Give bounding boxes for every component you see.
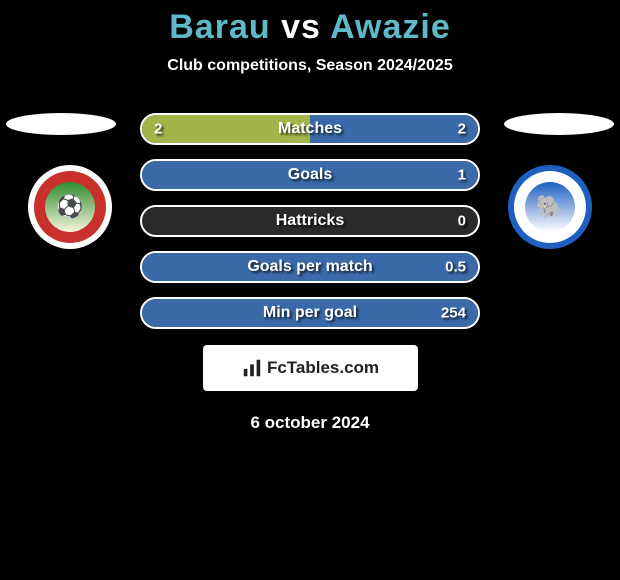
brand-box: FcTables.com <box>203 345 418 391</box>
stat-row: Goals per match0.5 <box>140 251 480 283</box>
stats-area: ⚽ 🐘 Matches2 2 Goals1 Hattricks0 Goals per m… <box>0 113 620 329</box>
stat-label: Hattricks <box>142 212 478 230</box>
stat-row: Matches2 2 <box>140 113 480 145</box>
club-badge-left: ⚽ <box>28 165 112 249</box>
badge-ring-2: ⚽ <box>45 182 96 233</box>
stat-value-right: 254 <box>441 305 466 322</box>
player2-name: Awazie <box>330 8 451 46</box>
club-badge-right: 🐘 <box>508 165 592 249</box>
vs-text: vs <box>281 8 321 46</box>
stat-value-right: 0 <box>458 213 466 230</box>
date-text: 6 october 2024 <box>0 413 620 433</box>
badge-ring-outer: 🐘 <box>508 165 592 249</box>
player2-ellipse <box>504 113 614 135</box>
stat-value-right: 2 <box>458 121 466 138</box>
stat-label: Goals <box>142 166 478 184</box>
badge-ring-1: ⚽ <box>34 171 106 243</box>
stat-row: Goals1 <box>140 159 480 191</box>
stat-value-right: 1 <box>458 167 466 184</box>
stat-row: Min per goal254 <box>140 297 480 329</box>
subtitle: Club competitions, Season 2024/2025 <box>0 57 620 75</box>
stat-value-right: 0.5 <box>445 259 466 276</box>
elephant-icon: 🐘 <box>536 194 563 220</box>
brand-text: FcTables.com <box>267 358 379 378</box>
stat-value-left: 2 <box>154 121 162 138</box>
stat-label: Matches <box>142 120 478 138</box>
comparison-card: Barau vs Awazie Club competitions, Seaso… <box>0 0 620 433</box>
bar-chart-icon <box>241 357 263 379</box>
stat-label: Min per goal <box>142 304 478 322</box>
stat-label: Goals per match <box>142 258 478 276</box>
soccer-ball-icon: ⚽ <box>56 194 83 220</box>
player1-ellipse <box>6 113 116 135</box>
title: Barau vs Awazie <box>0 8 620 47</box>
badge-ring-outer: ⚽ <box>28 165 112 249</box>
badge-ring-1: 🐘 <box>514 171 586 243</box>
badge-ring-2: 🐘 <box>525 182 576 233</box>
player1-name: Barau <box>169 8 270 46</box>
stat-row: Hattricks0 <box>140 205 480 237</box>
